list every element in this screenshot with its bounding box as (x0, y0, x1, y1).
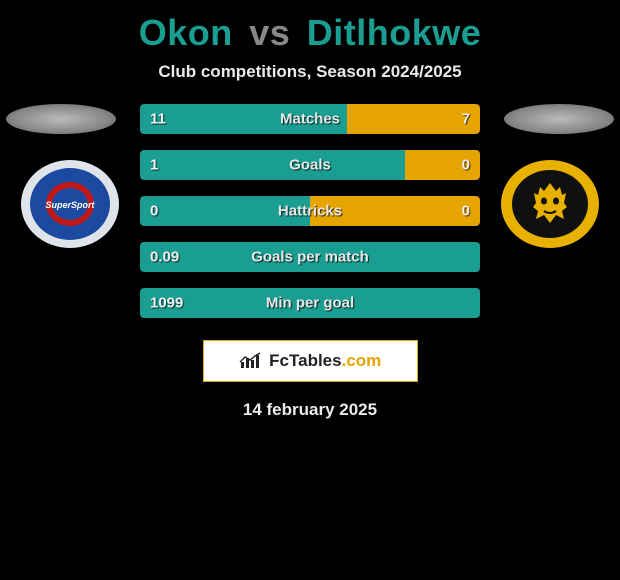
stat-value-left: 0 (150, 203, 158, 220)
stat-label: Hattricks (278, 203, 342, 220)
country-flag-right (504, 104, 614, 134)
stat-value-left: 1099 (150, 295, 183, 312)
stat-bar: 1 Goals 0 (140, 150, 480, 180)
stat-bars: 11 Matches 7 1 Goals 0 0 Hattricks 0 0.09 Goals pe… (140, 104, 480, 318)
stat-bar: 11 Matches 7 (140, 104, 480, 134)
stat-value-right: 0 (462, 157, 470, 174)
brand-badge: FcTables.com (203, 340, 418, 382)
brand-name: FcTables (269, 351, 341, 370)
stat-bar: 1099 Min per goal (140, 288, 480, 318)
stat-label: Min per goal (266, 295, 354, 312)
player1-name: Okon (139, 12, 233, 53)
country-flag-left (6, 104, 116, 134)
stat-label: Goals (289, 157, 331, 174)
comparison-title: Okon vs Ditlhokwe (0, 0, 620, 54)
stat-fill-left (140, 150, 405, 180)
stat-fill-right (347, 104, 480, 134)
stat-bar: 0 Hattricks 0 (140, 196, 480, 226)
stat-value-left: 1 (150, 157, 158, 174)
stat-value-right: 0 (462, 203, 470, 220)
kaizer-chiefs-badge-icon: K A I Z E R C H I E F S (500, 159, 600, 249)
stat-value-left: 11 (150, 111, 166, 128)
player2-name: Ditlhokwe (307, 12, 482, 53)
stat-label: Matches (280, 111, 340, 128)
comparison-arena: SuperSport SUPERSPORT UNITED FC K A I Z … (0, 104, 620, 318)
supersport-badge-icon: SuperSport SUPERSPORT UNITED FC (20, 159, 120, 249)
vs-label: vs (249, 12, 290, 53)
brand-domain: .com (342, 351, 382, 370)
stat-value-right: 7 (462, 111, 470, 128)
chart-icon (239, 352, 261, 370)
club-badge-left: SuperSport SUPERSPORT UNITED FC (20, 159, 120, 249)
stat-label: Goals per match (251, 249, 369, 266)
season-subtitle: Club competitions, Season 2024/2025 (0, 62, 620, 82)
stat-value-left: 0.09 (150, 249, 179, 266)
brand-text: FcTables.com (269, 351, 381, 370)
snapshot-date: 14 february 2025 (0, 400, 620, 420)
stat-bar: 0.09 Goals per match (140, 242, 480, 272)
club-badge-right: K A I Z E R C H I E F S (500, 159, 600, 249)
svg-text:SuperSport: SuperSport (45, 200, 95, 210)
